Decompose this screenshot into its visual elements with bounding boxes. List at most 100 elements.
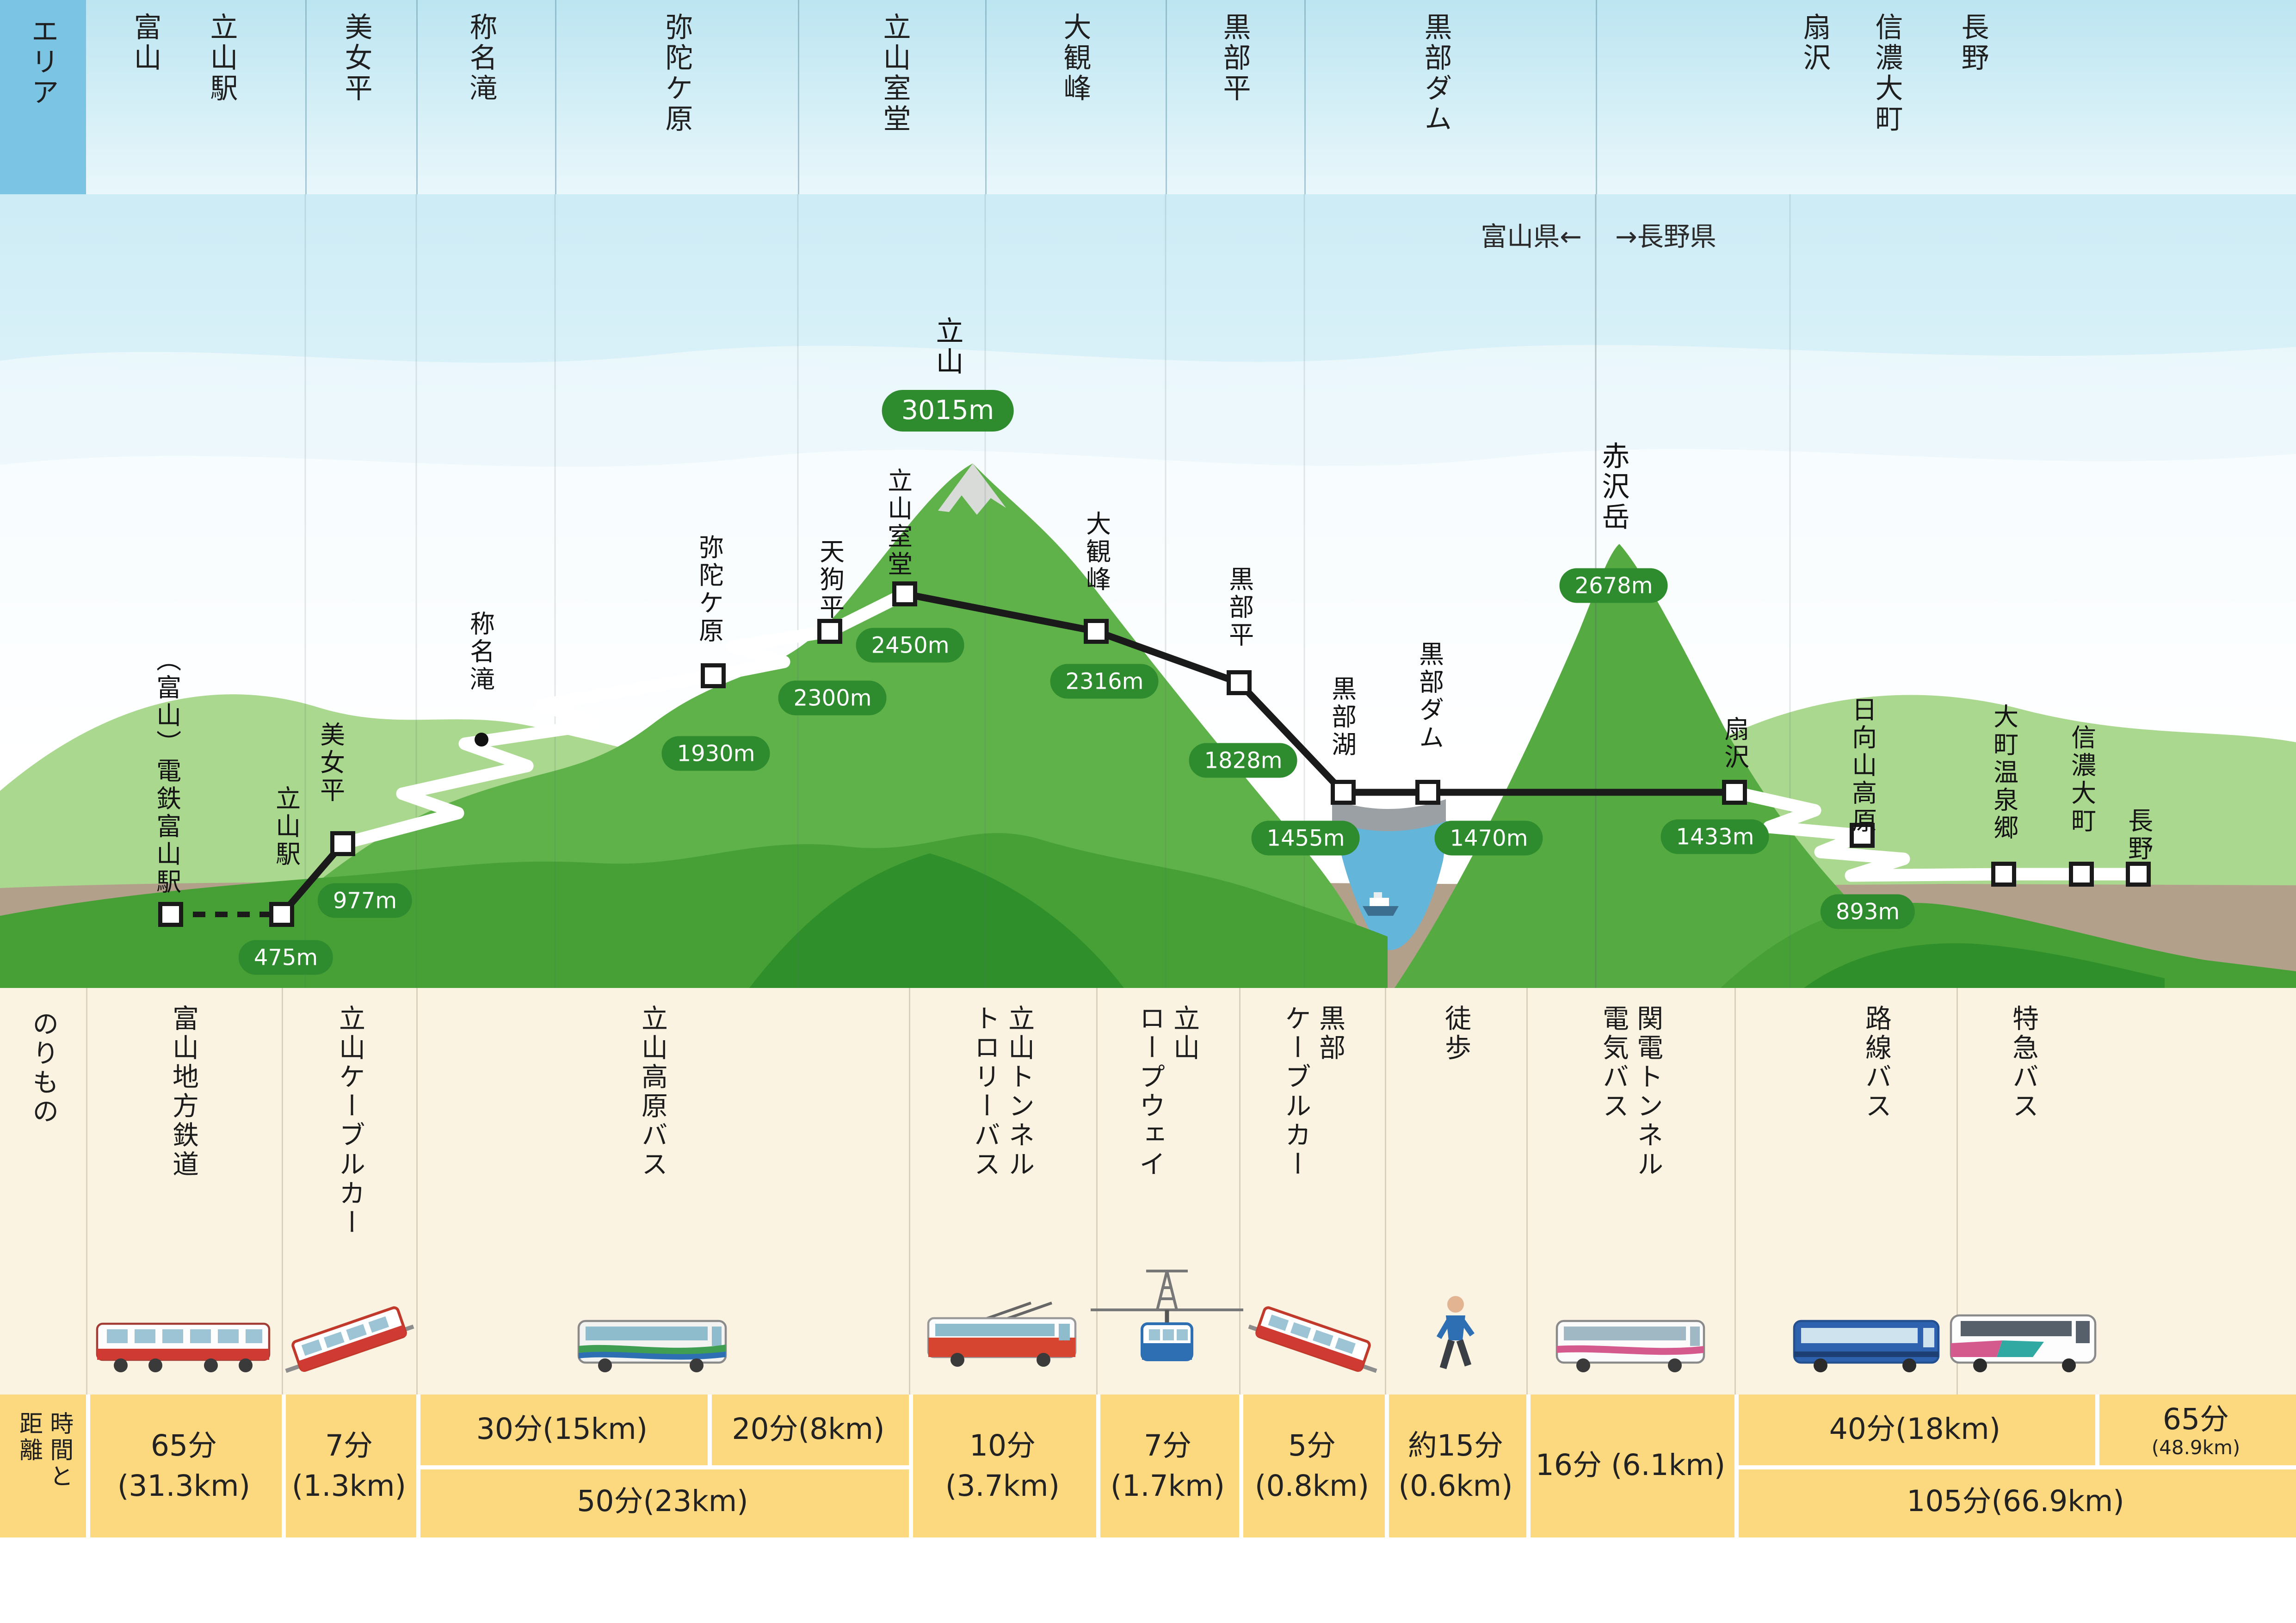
vehicle-divider xyxy=(1957,988,1958,1395)
vehicle-divider xyxy=(1239,988,1241,1395)
elevation-badge-tateyama: 3015m xyxy=(882,390,1014,432)
station-label-midagahara: 弥陀ケ原 xyxy=(695,534,724,645)
time-separator xyxy=(1096,1395,1100,1537)
station-marker xyxy=(701,663,726,688)
station-marker xyxy=(2126,862,2151,887)
station-marker xyxy=(330,831,355,856)
prefecture-toyama-label: 富山県← xyxy=(1481,222,1582,253)
elevation-badge-midagahara: 1930m xyxy=(661,736,771,771)
time-cell-highland-bus-total: 50分(23km) xyxy=(577,1484,748,1518)
elevation-badge-daikanbo: 2316m xyxy=(1050,664,1159,699)
highland-road xyxy=(336,587,911,850)
station-marker xyxy=(1331,780,1356,805)
station-label-kurobedaira: 黒部平 xyxy=(1225,566,1254,649)
mode-label-express-bus: 特急バス xyxy=(2008,1005,2039,1121)
elevation-badge-tengudaira: 2300m xyxy=(778,680,887,716)
local-train-icon xyxy=(93,1315,273,1382)
area-divider xyxy=(985,0,987,194)
station-marker xyxy=(2069,862,2094,887)
boat-icon xyxy=(1363,892,1399,916)
area-name-ogizawa: 扇沢 xyxy=(1798,12,1832,74)
station-marker xyxy=(1991,862,2016,887)
elevation-badge-tateyama-sta: 475m xyxy=(238,940,333,975)
time-cell-highland-bus-2: 20分(8km) xyxy=(732,1413,885,1446)
time-separator xyxy=(282,1395,286,1537)
vehicles-row-label-text: のりもの xyxy=(28,1010,59,1127)
front-ridges xyxy=(0,833,2296,988)
station-label-shomyodaki: 称名滝 xyxy=(466,611,495,694)
area-name-shomyodaki: 称名滝 xyxy=(465,12,498,104)
station-marker xyxy=(1227,670,1252,695)
area-name-midagahara: 弥陀ケ原 xyxy=(660,12,694,135)
vehicle-divider xyxy=(282,988,283,1395)
station-marker xyxy=(1722,780,1747,805)
station-label-tateyama-sta: 立山駅 xyxy=(272,785,301,869)
area-name-tateyama-sta: 立山駅 xyxy=(205,12,239,104)
mode-label-highland-bus: 立山高原バス xyxy=(637,1005,668,1179)
vehicle-divider xyxy=(1734,988,1736,1395)
station-marker xyxy=(892,581,917,606)
time-cell-express-bus-sub: (48.9km) xyxy=(2151,1437,2240,1460)
area-divider xyxy=(555,0,556,194)
vehicle-divider xyxy=(416,988,418,1395)
area-divider xyxy=(416,0,418,194)
station-marker xyxy=(817,619,842,644)
route-bus-icon xyxy=(1790,1315,1943,1379)
mode-label-route-bus: 路線バス xyxy=(1861,1005,1892,1121)
time-cell-route-bus: 40分(18km) xyxy=(1829,1413,2001,1446)
area-divider xyxy=(1304,0,1306,194)
vehicle-divider xyxy=(1385,988,1386,1395)
station-label-shinano-omachi: 信濃大町 xyxy=(2067,724,2097,835)
station-label-dentetsu-toyama: （富山）電鉄富山駅 xyxy=(152,647,182,896)
elevation-badge-kurobedaira: 1828m xyxy=(1189,743,1298,778)
station-marker xyxy=(158,902,183,927)
mode-label-trolleybus: 立山トンネル トロリーバス xyxy=(970,1005,1035,1179)
time-cell-chitetsu: 65分 (31.3km) xyxy=(117,1429,251,1502)
station-label-tengudaira: 天狗平 xyxy=(815,538,845,622)
time-cell-electric-bus: 16分 (6.1km) xyxy=(1535,1449,1726,1482)
peak-label-akazawadake: 赤沢岳 xyxy=(1597,441,1630,533)
prefecture-nagano-label: →長野県 xyxy=(1615,222,1716,253)
tateyama-cable-car-icon xyxy=(283,1299,416,1382)
mode-label-kurobe-cable: 黒部 ケーブルカー xyxy=(1281,1005,1346,1179)
area-name-murodo: 立山室堂 xyxy=(878,12,912,135)
station-marker xyxy=(1084,619,1109,644)
shomyo-falls-dot xyxy=(475,733,488,747)
mode-label-ropeway: 立山 ロープウェイ xyxy=(1135,1005,1200,1179)
time-separator xyxy=(1734,1465,2296,1469)
highland-bus-icon xyxy=(574,1315,730,1379)
vehicles-label-divider xyxy=(86,988,87,1395)
time-cell-right-total: 105分(66.9km) xyxy=(1907,1484,2124,1518)
area-name-shinano-omachi: 信濃大町 xyxy=(1870,12,1904,135)
express-bus-icon xyxy=(1947,1310,2099,1379)
station-marker xyxy=(1850,823,1875,848)
time-separator xyxy=(86,1395,90,1537)
elevation-badge-kurobeko: 1455m xyxy=(1251,821,1360,856)
time-cell-highland-bus-1: 30分(15km) xyxy=(476,1413,648,1446)
time-cell-kurobe-cable: 5分 (0.8km) xyxy=(1254,1429,1370,1502)
area-divider xyxy=(305,0,307,194)
time-cell-express-bus-main: 65分 xyxy=(2162,1402,2229,1436)
area-divider xyxy=(1596,0,1597,194)
area-row-label-text: エリア xyxy=(26,17,60,108)
station-label-hyugayama-kogen: 日向山高原 xyxy=(1848,697,1877,835)
time-distance-row-label-text: 時間と 距離 xyxy=(14,1411,73,1490)
mode-label-walk: 徒歩 xyxy=(1441,1005,1472,1063)
elevation-badge-ogizawa: 1433m xyxy=(1660,819,1770,854)
station-label-murodo: 立山室堂 xyxy=(883,468,913,579)
kurobe-cable-car-icon xyxy=(1246,1299,1379,1382)
station-label-kurobe-dam: 黒部ダム xyxy=(1415,641,1444,752)
mode-label-electric-bus: 関電トンネル 電気バス xyxy=(1599,1005,1664,1179)
station-label-bijodaira: 美女平 xyxy=(316,722,346,805)
area-name-kurobedaira: 黒部平 xyxy=(1218,12,1252,104)
time-separator xyxy=(909,1395,913,1537)
mode-label-chitetsu: 富山地方鉄道 xyxy=(168,1005,199,1179)
time-cell-walk: 約15分 (0.6km) xyxy=(1398,1429,1513,1502)
elevation-badge-bijodaira: 977m xyxy=(317,883,413,918)
elevation-badge-murodo: 2450m xyxy=(856,628,965,663)
time-cell-ropeway: 7分 (1.7km) xyxy=(1110,1429,1225,1502)
station-markers xyxy=(158,581,2151,927)
time-separator xyxy=(1385,1395,1389,1537)
vehicle-divider xyxy=(1096,988,1098,1395)
